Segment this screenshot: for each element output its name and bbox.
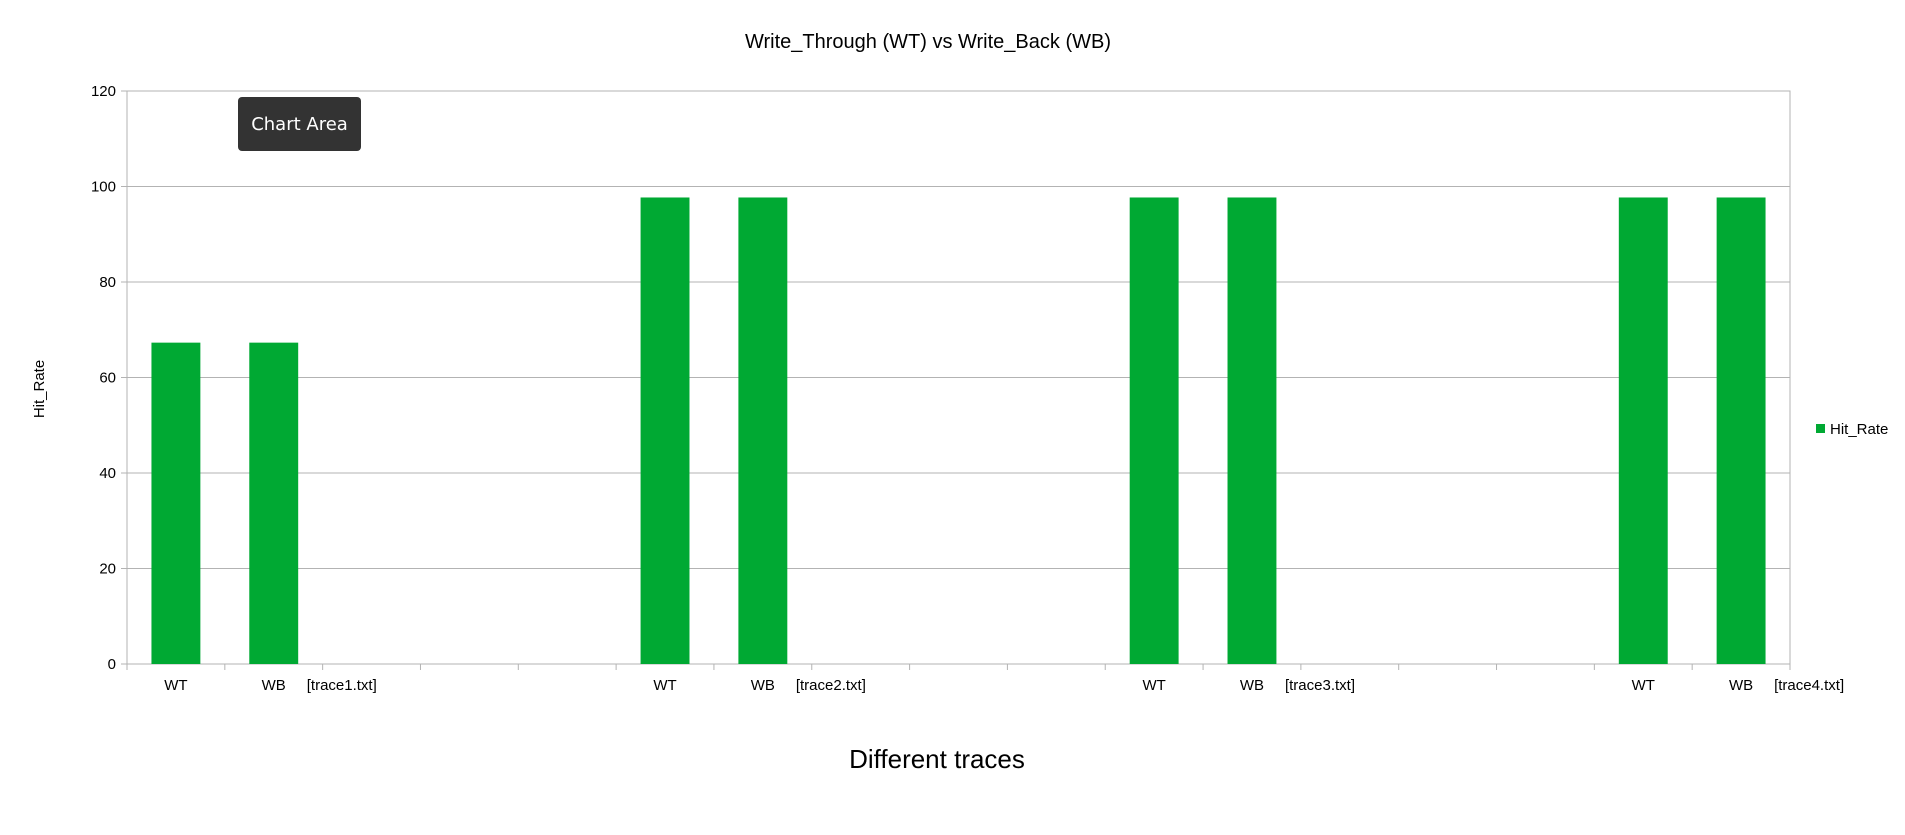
y-tick-label: 0 — [108, 656, 116, 673]
bar-wb — [1716, 197, 1766, 665]
x-group-label: [trace3.txt] — [1285, 677, 1355, 694]
y-tick-label: 80 — [99, 274, 116, 291]
y-tick-label: 100 — [91, 179, 116, 196]
y-axis-label: Hit_Rate — [31, 360, 48, 418]
x-group-label: [trace4.txt] — [1774, 677, 1844, 694]
bar-wb — [738, 197, 788, 665]
legend-swatch — [1816, 424, 1825, 433]
x-category-label: WB — [751, 677, 775, 694]
bar-wt — [1129, 197, 1179, 665]
x-category-label: WT — [1632, 677, 1655, 694]
legend: Hit_Rate — [1816, 421, 1888, 438]
x-group-label: [trace2.txt] — [796, 677, 866, 694]
plot-border — [126, 90, 1791, 665]
plot-area[interactable]: 0 20 40 60 80 100 120 WT WB [trace1.txt] WT WB [trac… — [91, 83, 1844, 694]
x-group-label: [trace1.txt] — [307, 677, 377, 694]
x-category-label: WT — [164, 677, 187, 694]
chart-area-tooltip: Chart Area — [238, 97, 361, 151]
y-tick-label: 20 — [99, 561, 116, 578]
bar-wt — [640, 197, 690, 665]
bar-wb — [249, 342, 299, 664]
x-axis-label: Different traces — [849, 744, 1025, 774]
bar-wt — [151, 342, 201, 664]
x-category-label: WT — [1142, 677, 1165, 694]
bar-wt — [1618, 197, 1668, 665]
x-category-label: WB — [1240, 677, 1264, 694]
legend-label: Hit_Rate — [1830, 421, 1888, 438]
chart-title: Write_Through (WT) vs Write_Back (WB) — [745, 31, 1111, 53]
y-tick-label: 120 — [91, 83, 116, 100]
y-tick-label: 60 — [99, 370, 116, 387]
x-category-label: WB — [1729, 677, 1753, 694]
bar-wb — [1227, 197, 1277, 665]
x-category-label: WB — [262, 677, 286, 694]
y-tick-label: 40 — [99, 465, 116, 482]
x-category-label: WT — [653, 677, 676, 694]
